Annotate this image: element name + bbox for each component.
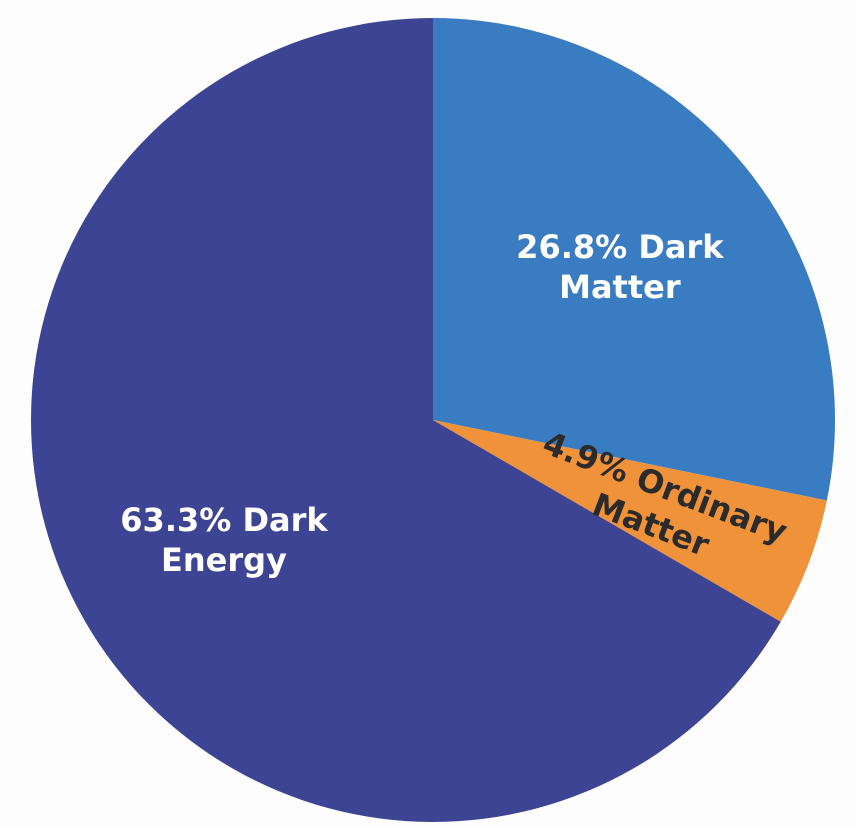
pie-slice [30,18,781,823]
pie-slice [433,420,827,622]
pie-slice [433,18,835,501]
slice-label: 26.8% Dark Matter [516,228,724,307]
slice-label: 63.3% Dark Energy [120,501,328,580]
